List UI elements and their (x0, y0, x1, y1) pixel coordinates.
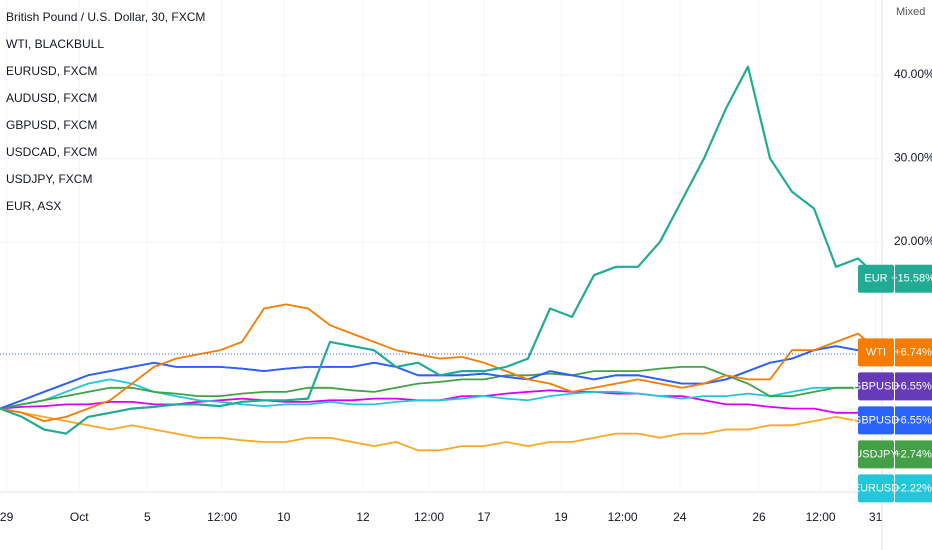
badge-name-bg (858, 264, 894, 293)
x-tick-label: 12:00 (608, 510, 638, 524)
y-tick-label: 40.00% (894, 67, 932, 81)
badge-name: WTI (866, 346, 886, 358)
legend-item: EURUSD, FXCM (6, 64, 97, 78)
series-line (0, 65, 881, 435)
badge-value-bg (895, 474, 932, 503)
y-tick-label: 20.00% (894, 234, 932, 248)
badge-value: +15.58% (891, 273, 932, 285)
y-tick-label: 30.00% (894, 151, 932, 165)
badge-name: GBPUSD (853, 380, 900, 392)
badge-value-bg (895, 406, 932, 435)
x-tick-label: 31 (869, 510, 883, 524)
badge-name-bg (858, 406, 894, 435)
badge-name-bg (858, 474, 894, 503)
grid (0, 74, 882, 243)
x-tick-label: 10 (277, 510, 291, 524)
badge-value-bg (895, 372, 932, 401)
legend-item: AUDUSD, FXCM (6, 91, 97, 105)
legend-item: British Pound / U.S. Dollar, 30, FXCM (6, 10, 205, 24)
series-line (0, 407, 881, 452)
series-line (0, 378, 881, 410)
badge-value: +2.22% (894, 482, 932, 494)
x-tick-label: 5 (144, 510, 151, 524)
legend-item: GBPUSD, FXCM (6, 118, 97, 132)
badge-name: GBPUSD (853, 414, 900, 426)
badge-name-bg (858, 338, 894, 367)
badge-value: +2.74% (894, 448, 932, 460)
scale-mode: Mixed (896, 6, 925, 18)
badge-value: +6.55% (894, 380, 932, 392)
badge-name: EURUSD (853, 482, 900, 494)
x-tick-label: 17 (477, 510, 491, 524)
badge-name: EUR (864, 273, 887, 285)
x-tick-label: 26 (752, 510, 766, 524)
badge-value: +6.55% (894, 414, 932, 426)
x-tick-label: 12 (356, 510, 370, 524)
x-tick-label: 12:00 (414, 510, 444, 524)
badge-value: +6.74% (894, 346, 932, 358)
series-line (0, 366, 881, 410)
x-tick-label: 29 (0, 510, 14, 524)
x-tick-label: Oct (70, 510, 89, 524)
x-tick-label: 12:00 (806, 510, 836, 524)
badge-name-bg (858, 440, 894, 469)
x-tick-label: 12:00 (207, 510, 237, 524)
badge-name-bg (858, 372, 894, 401)
badge-value-bg (895, 440, 932, 469)
badge-value-bg (895, 264, 932, 293)
badge-value-bg (895, 338, 932, 367)
legend-item: USDCAD, FXCM (6, 145, 97, 159)
badge-name: USDJPY (854, 448, 898, 460)
x-tick-label: 19 (554, 510, 568, 524)
series-line (0, 303, 881, 422)
x-tick-label: 24 (673, 510, 687, 524)
legend-item: EUR, ASX (6, 199, 61, 213)
legend-item: WTI, BLACKBULL (6, 37, 104, 51)
legend-item: USDJPY, FXCM (6, 172, 92, 186)
